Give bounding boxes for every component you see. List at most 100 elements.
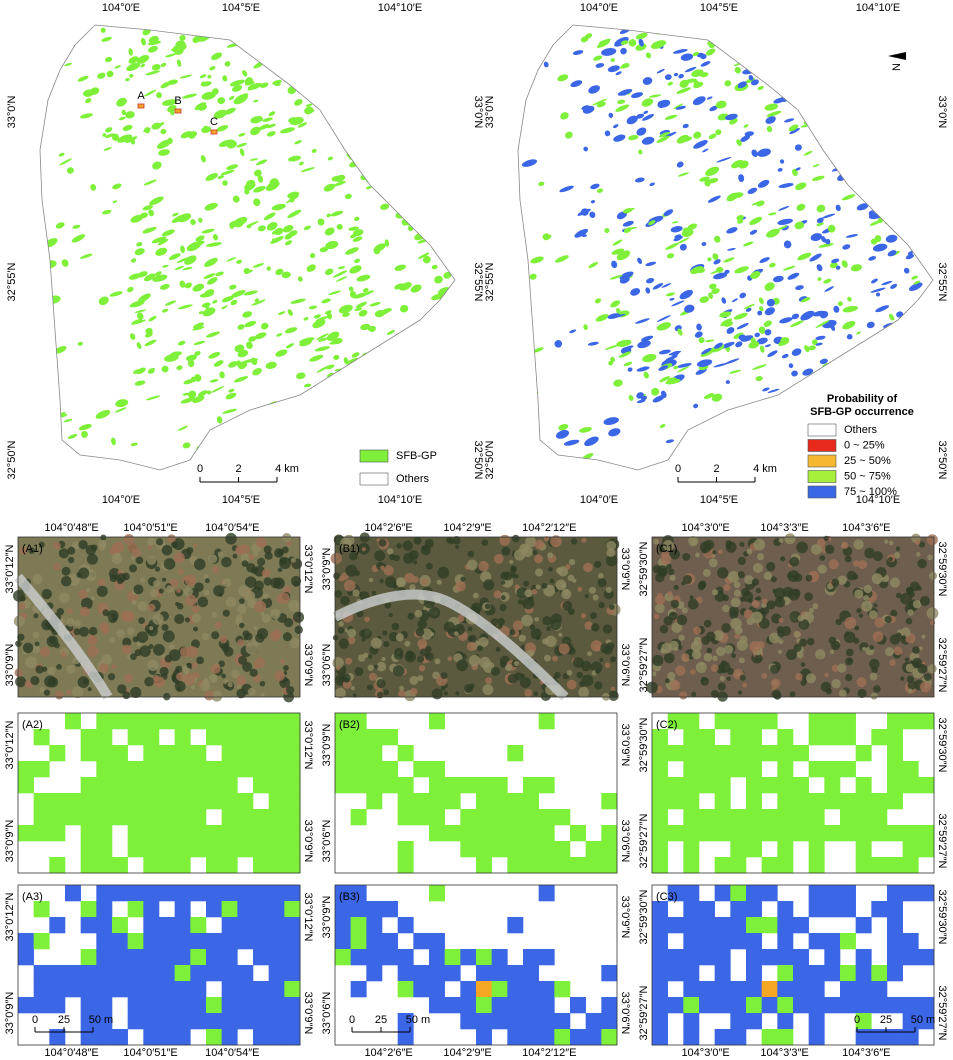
tree-crown — [667, 568, 675, 576]
grid-cell — [159, 981, 175, 998]
grid-cell — [112, 857, 128, 874]
vegetation-patch — [759, 345, 765, 353]
grid-cell — [174, 841, 191, 858]
vegetation-patch — [677, 237, 690, 244]
grid-cell — [538, 885, 555, 902]
vegetation-patch — [191, 376, 196, 383]
tree-crown — [384, 601, 392, 609]
grid-cell — [824, 793, 841, 810]
tree-crown — [499, 534, 511, 546]
vegetation-patch — [58, 152, 65, 157]
tree-crown — [456, 659, 468, 672]
vegetation-patch — [316, 364, 331, 373]
tree-crown — [41, 588, 52, 600]
grid-cell — [284, 997, 301, 1014]
vegetation-patch — [184, 284, 190, 288]
vegetation-patch — [336, 223, 343, 230]
vegetation-patch — [677, 328, 683, 336]
grid-cell — [460, 981, 477, 998]
vegetation-patch — [652, 282, 664, 290]
vegetation-patch — [800, 297, 811, 303]
grid-cell — [49, 857, 66, 874]
tree-crown — [703, 619, 712, 628]
tree-crown — [147, 603, 156, 612]
tree-crown — [219, 635, 228, 644]
tree-crown — [407, 612, 415, 620]
vegetation-patch — [768, 212, 777, 216]
tree-crown — [681, 607, 688, 614]
tree-crown — [419, 648, 428, 657]
vegetation-patch — [194, 351, 201, 356]
grid-cell — [887, 729, 903, 746]
vegetation-patch — [315, 316, 329, 322]
grid-cell — [221, 885, 238, 902]
vegetation-patch — [680, 53, 694, 61]
vegetation-patch — [696, 323, 702, 331]
grid-cell — [887, 793, 903, 810]
tree-crown — [558, 632, 563, 637]
tree-crown — [34, 641, 40, 647]
vegetation-patch — [766, 228, 780, 238]
grid-cell — [33, 729, 50, 746]
vegetation-patch — [856, 203, 869, 211]
vegetation-patch — [316, 333, 329, 341]
vegetation-patch — [764, 329, 772, 336]
grid-cell — [699, 729, 715, 746]
tree-crown — [831, 678, 841, 689]
vegetation-patch — [224, 61, 231, 67]
vegetation-patch — [738, 174, 745, 182]
tree-crown — [594, 681, 603, 690]
vegetation-patch — [658, 99, 671, 108]
tree-crown — [809, 607, 815, 613]
tree-crown — [889, 659, 896, 667]
tree-crown — [670, 599, 680, 609]
grid-cell — [268, 857, 285, 874]
vegetation-patch — [125, 78, 130, 82]
tree-crown — [854, 589, 864, 599]
grid-cell — [476, 825, 492, 842]
grid-cell — [714, 997, 731, 1014]
vegetation-patch — [788, 363, 794, 369]
tree-crown — [53, 642, 60, 649]
tree-crown — [907, 680, 917, 690]
grid-cell — [284, 917, 301, 934]
tree-crown — [376, 679, 386, 689]
grid-cell — [444, 965, 461, 982]
vegetation-patch — [431, 292, 447, 301]
grid-cell — [714, 809, 731, 826]
grid-cell — [174, 825, 191, 842]
vegetation-patch — [266, 123, 276, 129]
grid-cell — [887, 745, 903, 762]
tree-crown — [221, 673, 226, 679]
y-coordinate-label: 33°0′9″N — [321, 896, 333, 939]
vegetation-patch — [144, 273, 156, 282]
grid-cell — [808, 825, 825, 842]
grid-cell — [366, 729, 383, 746]
tree-crown — [907, 688, 913, 694]
tree-crown — [717, 691, 728, 702]
tree-crown — [396, 543, 402, 549]
tree-crown — [534, 554, 544, 564]
legend-label: 50 ~ 75% — [844, 470, 891, 482]
grid-cell — [429, 825, 445, 842]
vegetation-patch — [736, 139, 742, 147]
vegetation-patch — [434, 275, 443, 284]
vegetation-patch — [294, 99, 303, 106]
vegetation-patch — [597, 188, 604, 193]
grid-cell — [730, 885, 747, 902]
vegetation-patch — [827, 224, 836, 233]
grid-cell — [80, 745, 97, 762]
grid-cell — [714, 917, 731, 934]
vegetation-patch — [663, 209, 674, 217]
tree-crown — [393, 554, 400, 562]
grid-cell — [840, 965, 856, 982]
x-coordinate-label: 104°3′3″E — [760, 522, 808, 534]
vegetation-patch — [177, 425, 188, 431]
vegetation-patch — [297, 276, 303, 282]
tree-crown — [54, 690, 64, 700]
vegetation-patch — [358, 309, 368, 317]
vegetation-patch — [677, 172, 689, 177]
tree-crown — [340, 595, 350, 606]
tree-crown — [726, 544, 732, 549]
grid-cell — [237, 809, 254, 826]
